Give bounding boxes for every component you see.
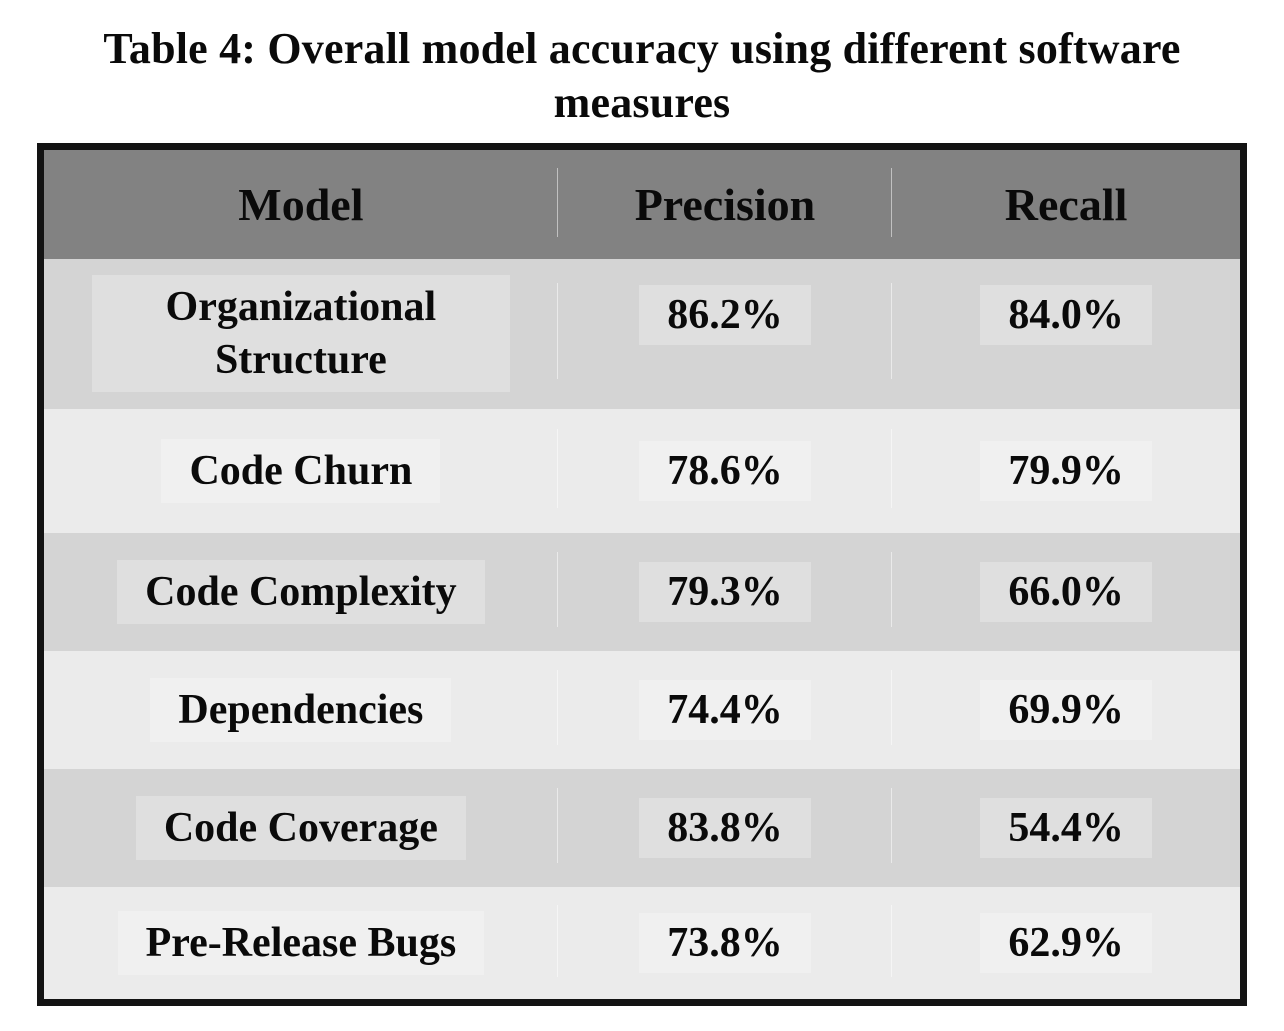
recall-cell: 62.9% <box>892 886 1244 1003</box>
precision-value: 78.6% <box>639 440 811 501</box>
recall-cell: 79.9% <box>892 408 1244 533</box>
precision-cell: 74.4% <box>557 650 894 769</box>
precision-value: 86.2% <box>639 284 811 345</box>
table-row: Code Churn 78.6% 79.9% <box>40 408 1244 533</box>
recall-cell: 69.9% <box>892 650 1244 769</box>
table-header-row: Model Precision Recall <box>40 146 1244 259</box>
table-caption: Table 4: Overall model accuracy using di… <box>103 24 1181 127</box>
accuracy-table: Model Precision Recall Organizational St… <box>37 143 1247 1007</box>
table-row: Pre-Release Bugs 73.8% 62.9% <box>40 886 1244 1003</box>
precision-cell: 83.8% <box>557 768 894 887</box>
table-row: Organizational Structure 86.2% 84.0% <box>40 258 1244 409</box>
table-row: Code Coverage 83.8% 54.4% <box>40 768 1244 887</box>
model-label: Organizational Structure <box>92 275 510 393</box>
model-cell: Code Churn <box>40 408 558 533</box>
recall-cell: 66.0% <box>892 532 1244 651</box>
column-header-recall: Recall <box>892 146 1244 259</box>
table-row: Code Complexity 79.3% 66.0% <box>40 532 1244 651</box>
recall-value: 84.0% <box>980 284 1152 345</box>
precision-cell: 73.8% <box>557 886 894 1003</box>
recall-value: 66.0% <box>980 561 1152 622</box>
page: { "title": "Table 4: Overall model accur… <box>0 22 1284 1031</box>
model-label: Dependencies <box>150 677 452 743</box>
table-body: Organizational Structure 86.2% 84.0% Cod… <box>40 258 1244 1003</box>
model-cell: Pre-Release Bugs <box>40 886 558 1003</box>
precision-value: 79.3% <box>639 561 811 622</box>
recall-value: 54.4% <box>980 797 1152 858</box>
precision-cell: 86.2% <box>557 258 894 409</box>
model-cell: Organizational Structure <box>40 258 558 409</box>
precision-value: 73.8% <box>639 913 811 974</box>
model-cell: Dependencies <box>40 650 558 769</box>
column-header-model: Model <box>40 146 558 259</box>
precision-cell: 79.3% <box>557 532 894 651</box>
table-header: Model Precision Recall <box>40 146 1244 259</box>
model-cell: Code Coverage <box>40 768 558 887</box>
column-header-precision: Precision <box>557 146 894 259</box>
recall-cell: 54.4% <box>892 768 1244 887</box>
model-label: Pre-Release Bugs <box>117 910 485 976</box>
recall-value: 62.9% <box>980 913 1152 974</box>
model-cell: Code Complexity <box>40 532 558 651</box>
recall-value: 69.9% <box>980 679 1152 740</box>
model-label: Code Churn <box>161 438 441 504</box>
recall-cell: 84.0% <box>892 258 1244 409</box>
precision-value: 83.8% <box>639 797 811 858</box>
model-label: Code Complexity <box>117 559 485 625</box>
precision-value: 74.4% <box>639 679 811 740</box>
table-row: Dependencies 74.4% 69.9% <box>40 650 1244 769</box>
recall-value: 79.9% <box>980 440 1152 501</box>
model-label: Code Coverage <box>135 795 466 861</box>
precision-cell: 78.6% <box>557 408 894 533</box>
